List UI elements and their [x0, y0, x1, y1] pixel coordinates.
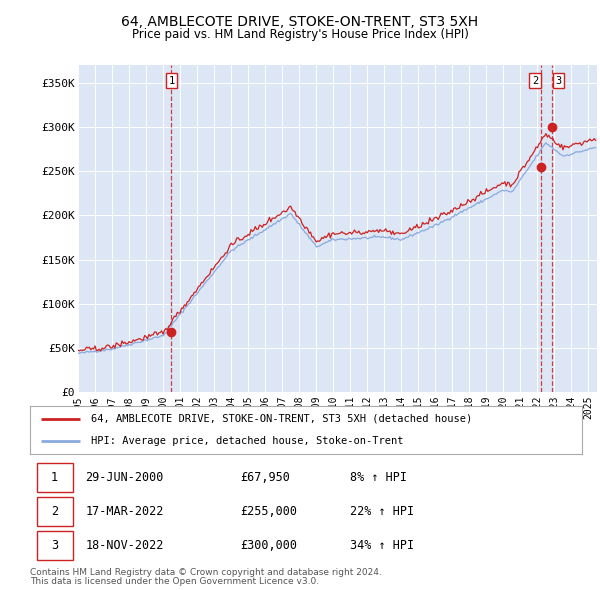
Text: 3: 3	[51, 539, 58, 552]
FancyBboxPatch shape	[37, 463, 73, 492]
FancyBboxPatch shape	[37, 532, 73, 560]
Text: 2: 2	[51, 505, 58, 519]
Text: Contains HM Land Registry data © Crown copyright and database right 2024.: Contains HM Land Registry data © Crown c…	[30, 568, 382, 576]
Text: 64, AMBLECOTE DRIVE, STOKE-ON-TRENT, ST3 5XH: 64, AMBLECOTE DRIVE, STOKE-ON-TRENT, ST3…	[121, 15, 479, 29]
Text: 29-JUN-2000: 29-JUN-2000	[85, 471, 164, 484]
Text: 1: 1	[168, 76, 175, 86]
Text: 64, AMBLECOTE DRIVE, STOKE-ON-TRENT, ST3 5XH (detached house): 64, AMBLECOTE DRIVE, STOKE-ON-TRENT, ST3…	[91, 414, 472, 424]
Text: 34% ↑ HPI: 34% ↑ HPI	[350, 539, 414, 552]
Text: £255,000: £255,000	[240, 505, 297, 519]
Text: Price paid vs. HM Land Registry's House Price Index (HPI): Price paid vs. HM Land Registry's House …	[131, 28, 469, 41]
Text: 1: 1	[51, 471, 58, 484]
Text: 3: 3	[555, 76, 562, 86]
Text: 17-MAR-2022: 17-MAR-2022	[85, 505, 164, 519]
FancyBboxPatch shape	[37, 497, 73, 526]
Text: 2: 2	[532, 76, 538, 86]
Text: £67,950: £67,950	[240, 471, 290, 484]
Text: 22% ↑ HPI: 22% ↑ HPI	[350, 505, 414, 519]
Text: This data is licensed under the Open Government Licence v3.0.: This data is licensed under the Open Gov…	[30, 577, 319, 586]
Text: HPI: Average price, detached house, Stoke-on-Trent: HPI: Average price, detached house, Stok…	[91, 436, 403, 446]
Text: £300,000: £300,000	[240, 539, 297, 552]
Text: 8% ↑ HPI: 8% ↑ HPI	[350, 471, 407, 484]
Text: 18-NOV-2022: 18-NOV-2022	[85, 539, 164, 552]
